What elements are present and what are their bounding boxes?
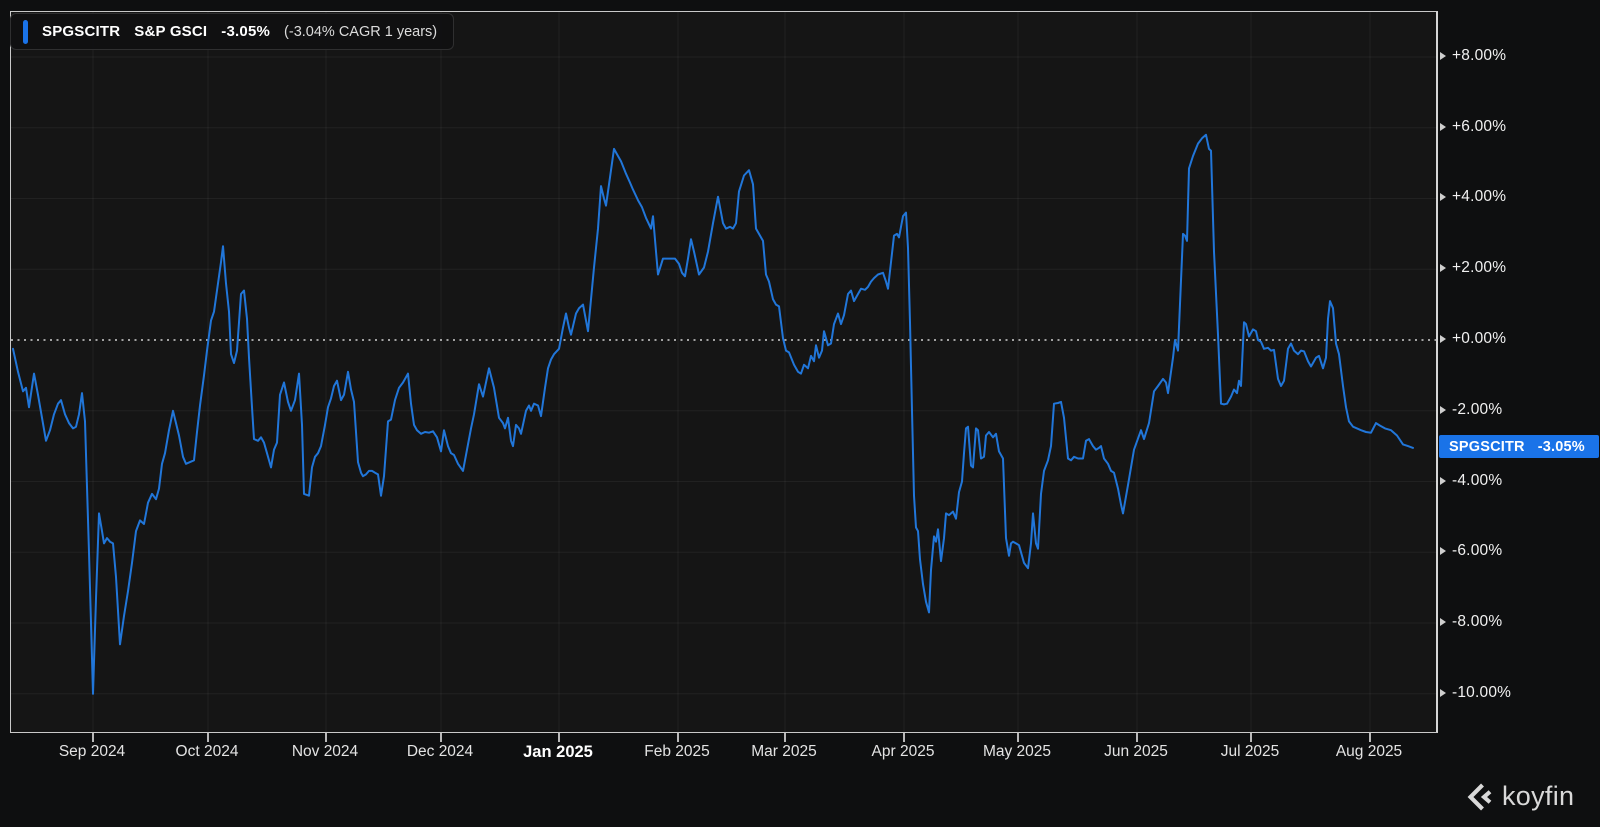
badge-value: -3.05% <box>1537 438 1585 455</box>
y-axis-label: -2.00% <box>1452 400 1503 418</box>
x-tick-mark <box>207 733 209 742</box>
legend-change: -3.05% <box>221 23 271 40</box>
last-value-badge[interactable]: SPGSCITR -3.05% <box>1439 435 1599 458</box>
y-tick-arrow-icon <box>1440 122 1446 131</box>
x-tick-mark <box>558 733 560 742</box>
x-tick-mark <box>903 733 905 742</box>
y-tick-arrow-icon <box>1440 476 1446 485</box>
x-axis-label: Jan 2025 <box>523 743 593 761</box>
y-tick-arrow-icon <box>1440 51 1446 60</box>
x-tick-mark <box>440 733 442 742</box>
y-tick-arrow-icon <box>1440 618 1446 627</box>
legend-ticker: SPGSCITR <box>42 23 121 40</box>
y-axis-label: -8.00% <box>1452 613 1503 631</box>
y-tick-arrow-icon <box>1440 688 1446 697</box>
y-tick-arrow-icon <box>1440 193 1446 202</box>
y-axis-label: -4.00% <box>1452 471 1503 489</box>
y-axis-label: +6.00% <box>1452 117 1507 135</box>
x-axis-label: Dec 2024 <box>406 743 474 760</box>
x-axis-label: Apr 2025 <box>871 743 935 760</box>
x-axis-label: Feb 2025 <box>644 743 710 760</box>
x-axis-label: Aug 2025 <box>1335 743 1403 760</box>
y-axis-label: -10.00% <box>1452 683 1512 701</box>
x-tick-mark <box>1136 733 1138 742</box>
x-axis-label: Jun 2025 <box>1104 743 1168 760</box>
x-tick-mark <box>1369 733 1371 742</box>
y-tick-arrow-icon <box>1440 264 1446 273</box>
x-axis-label: May 2025 <box>982 743 1052 760</box>
x-tick-mark <box>1250 733 1252 742</box>
x-tick-mark <box>92 733 94 742</box>
koyfin-logo-icon <box>1467 783 1492 810</box>
y-tick-arrow-icon <box>1440 405 1446 414</box>
x-axis-label: Nov 2024 <box>291 743 359 760</box>
x-axis-label: Sep 2024 <box>58 743 126 760</box>
koyfin-watermark-text: koyfin <box>1502 781 1575 811</box>
x-tick-mark <box>677 733 679 742</box>
y-axis-label: +8.00% <box>1452 46 1507 64</box>
y-tick-arrow-icon <box>1440 547 1446 556</box>
price-line-chart <box>11 12 1437 732</box>
x-axis-label: Jul 2025 <box>1220 743 1280 760</box>
y-tick-arrow-icon <box>1440 335 1446 343</box>
series-color-bar-icon <box>23 19 28 44</box>
x-axis-label: Oct 2024 <box>175 743 239 760</box>
y-axis-label: -6.00% <box>1452 542 1503 560</box>
koyfin-watermark[interactable]: koyfin <box>1466 781 1574 812</box>
x-tick-mark <box>784 733 786 742</box>
legend-name: S&P GSCI <box>134 23 208 40</box>
x-axis-label: Mar 2025 <box>751 743 817 760</box>
y-axis-label: +4.00% <box>1452 188 1507 206</box>
y-axis-label: +0.00% <box>1452 330 1507 347</box>
plot-area[interactable] <box>10 11 1438 733</box>
x-tick-mark <box>325 733 327 742</box>
legend-cagr: (-3.04% CAGR 1 years) <box>284 23 438 40</box>
y-axis-label: +2.00% <box>1452 259 1507 277</box>
spgscitr-line-series <box>12 133 1414 695</box>
badge-ticker: SPGSCITR <box>1449 438 1525 455</box>
x-tick-mark <box>1017 733 1019 742</box>
series-legend-chip[interactable]: SPGSCITR S&P GSCI -3.05% (-3.04% CAGR 1 … <box>10 13 455 50</box>
